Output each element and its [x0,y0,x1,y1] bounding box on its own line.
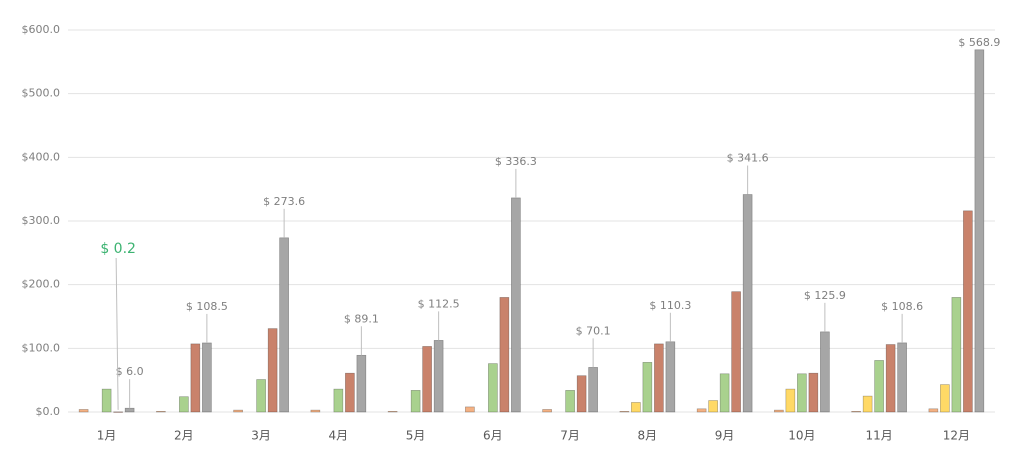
bar [202,342,212,413]
bar [928,408,939,413]
y-tick-label: $200.0 [22,278,61,291]
bar [708,400,718,413]
bar [511,197,521,413]
bar [576,375,587,413]
x-tick-label: 12月 [943,429,970,443]
bar [488,363,498,413]
x-tick-label: 2月 [174,429,194,443]
bar [820,331,830,413]
bar [267,328,278,413]
bar [179,396,189,413]
y-tick-label: $0.0 [36,405,61,418]
bar [642,362,653,413]
bar [719,373,730,413]
bar [631,402,641,413]
annotation: $ 0.2 [100,241,136,257]
data-label: $ 273.6 [263,195,305,208]
bar [974,49,985,413]
bar [310,409,321,413]
bar [874,360,884,413]
bar [963,210,973,413]
bar [387,411,398,413]
bar [654,343,664,413]
bar [499,297,510,413]
bar [951,297,962,413]
x-tick-label: 6月 [483,429,503,443]
data-label: $ 336.3 [495,155,537,168]
x-tick-label: 11月 [865,429,892,443]
bar [113,411,123,413]
x-tick-label: 1月 [97,429,117,443]
bar [731,291,741,413]
bar [422,346,432,413]
bar [542,409,552,413]
data-label: $ 568.9 [958,36,1000,49]
bar [742,194,753,413]
bar [619,411,630,413]
bar [256,379,266,413]
bar [124,407,135,413]
x-tick-label: 7月 [560,429,580,443]
y-tick-label: $600.0 [22,23,61,36]
bar [233,409,243,413]
bar [410,390,421,413]
bar [356,354,367,413]
bar [333,388,344,413]
data-label: $ 112.5 [418,297,460,310]
bar [885,344,896,413]
bar [156,411,166,413]
bar [774,409,784,413]
data-label: $ 108.6 [881,300,923,313]
bar [797,373,807,413]
x-tick-label: 8月 [638,429,658,443]
data-label: $ 110.3 [649,299,691,312]
data-label: $ 6.0 [116,365,144,378]
x-tick-label: 9月 [715,429,735,443]
bar [897,342,907,413]
annotation-leader [115,257,119,410]
bar [190,343,201,413]
bar [279,237,289,413]
bar [565,390,575,413]
bar [696,408,707,413]
bar [345,372,355,413]
bar [785,388,796,413]
bar [78,409,89,413]
bar [465,406,475,413]
y-tick-label: $400.0 [22,150,61,163]
x-tick-label: 4月 [329,429,349,443]
data-label: $ 341.6 [727,152,769,165]
data-label: $ 125.9 [804,289,846,302]
bar [862,395,873,413]
y-tick-label: $100.0 [22,341,61,354]
y-tick-label: $300.0 [22,214,61,227]
y-tick-label: $500.0 [22,87,61,100]
data-label: $ 70.1 [576,324,611,337]
bar [588,367,598,413]
bar [433,340,444,413]
bar [665,341,676,413]
bar [808,372,819,413]
bar [940,384,950,413]
bar [101,388,112,413]
bar [851,411,861,413]
x-tick-label: 10月 [788,429,815,443]
data-label: $ 108.5 [186,300,228,313]
data-label: $ 89.1 [344,312,379,325]
x-tick-label: 5月 [406,429,426,443]
x-tick-label: 3月 [251,429,271,443]
